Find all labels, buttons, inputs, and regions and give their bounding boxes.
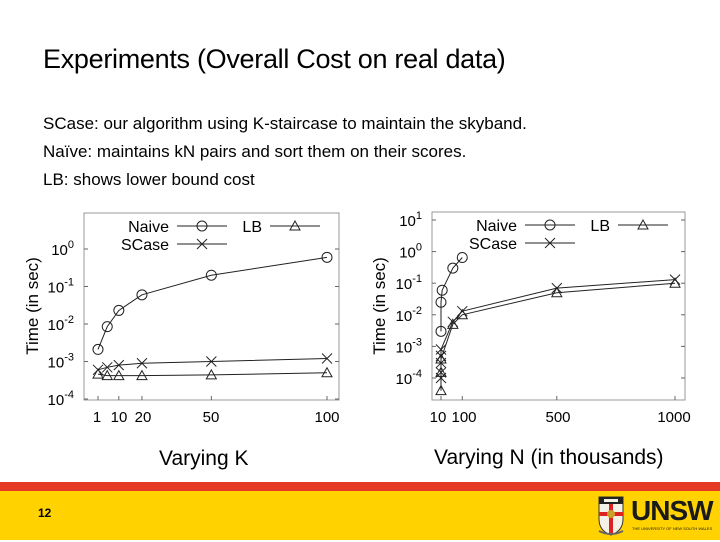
y-tick-label: 10-3 [396, 336, 422, 356]
y-tick-label: 101 [399, 210, 422, 230]
circle-marker-icon [92, 343, 104, 355]
triangle-marker-icon [136, 369, 148, 381]
circle-marker-icon [456, 252, 468, 264]
triangle-marker-icon [446, 318, 459, 329]
x-tick-label: 50 [203, 409, 220, 426]
logo-wordmark: UNSW [631, 495, 714, 526]
x-tick-label: 10 [430, 409, 447, 426]
triangle-marker-icon [456, 308, 469, 320]
circle-marker-icon [196, 220, 208, 232]
series-lb [435, 277, 681, 396]
y-tick-label: 10-3 [48, 352, 74, 372]
description-scase: SCase: our algorithm using K-staircase t… [43, 114, 527, 133]
legend-label: Naive [476, 218, 517, 235]
triangle-marker-icon [205, 368, 218, 380]
series-naive [435, 252, 468, 337]
x-tick-label: 100 [314, 409, 339, 426]
legend-label: LB [242, 219, 262, 236]
logo-subtitle: THE UNIVERSITY OF NEW SOUTH WALES [632, 526, 713, 531]
unsw-crest-icon [598, 496, 624, 536]
circle-marker-icon [101, 321, 113, 333]
series-lb [92, 366, 333, 381]
y-axis-label: Time (in sec) [23, 257, 42, 355]
circle-marker-icon [435, 325, 447, 337]
triangle-marker-icon [101, 369, 114, 381]
x-tick-label: 100 [451, 409, 476, 426]
circle-marker-icon [205, 269, 217, 281]
circle-marker-icon [136, 289, 148, 301]
x-tick-label: 1 [93, 409, 101, 426]
series-scase [92, 353, 333, 376]
triangle-marker-icon [435, 366, 447, 377]
x-tick-label: 10 [111, 409, 128, 426]
y-tick-label: 100 [51, 239, 74, 259]
y-tick-label: 10-1 [48, 277, 74, 297]
triangle-marker-icon [92, 368, 104, 379]
y-axis-label: Time (in sec) [370, 257, 389, 355]
triangle-marker-icon [112, 369, 125, 381]
page-number: 12 [38, 506, 52, 520]
slide-title: Experiments (Overall Cost on real data) [43, 44, 506, 74]
unsw-logo: UNSW THE UNIVERSITY OF NEW SOUTH WALES [596, 493, 716, 537]
triangle-marker-icon [289, 219, 301, 231]
y-tick-label: 10-2 [48, 314, 74, 334]
chart-varying-k: 100 10-1 10-2 10-3 10-4 1 10 20 50 100 Time (in se… [0, 200, 360, 440]
description-naive: Naïve: maintains kN pairs and sort them … [43, 142, 467, 161]
chart-varying-k-svg: 100 10-1 10-2 10-3 10-4 1 10 20 50 100 Time (in se… [23, 212, 340, 426]
triangle-marker-icon [550, 286, 563, 298]
caption-varying-k: Varying K [159, 447, 249, 470]
series-naive [92, 251, 333, 355]
circle-marker-icon [435, 296, 447, 308]
circle-marker-icon [544, 219, 556, 231]
triangle-marker-icon [435, 384, 447, 396]
x-tick-label: 20 [135, 409, 152, 426]
legend-label: LB [590, 218, 610, 235]
triangle-marker-icon [321, 366, 333, 378]
legend-label: SCase [469, 236, 517, 253]
footer-red-band [0, 482, 720, 491]
caption-varying-n: Varying N (in thousands) [434, 446, 664, 469]
x-tick-label: 500 [545, 409, 570, 426]
y-tick-label: 10-1 [396, 273, 422, 293]
triangle-marker-icon [637, 218, 649, 230]
circle-marker-icon [321, 251, 333, 263]
y-tick-label: 100 [399, 242, 422, 262]
y-tick-label: 10-4 [48, 389, 74, 409]
y-tick-label: 10-4 [396, 368, 422, 388]
chart-varying-n: 101 100 10-1 10-2 10-3 10-4 10 100 500 1000 Time (… [360, 200, 720, 440]
plot-frame [431, 211, 686, 401]
description-list: SCase: our algorithm using K-staircase t… [43, 110, 527, 194]
triangle-marker-icon [435, 352, 447, 364]
x-tick-label: 1000 [657, 409, 690, 426]
circle-marker-icon [447, 262, 459, 274]
legend-label: SCase [121, 237, 169, 254]
y-tick-label: 10-2 [396, 305, 422, 325]
circle-marker-icon [113, 304, 125, 316]
circle-marker-icon [436, 284, 448, 296]
triangle-marker-icon [669, 277, 681, 288]
description-lb: LB: shows lower bound cost [43, 170, 255, 189]
legend-label: Naive [128, 219, 169, 236]
